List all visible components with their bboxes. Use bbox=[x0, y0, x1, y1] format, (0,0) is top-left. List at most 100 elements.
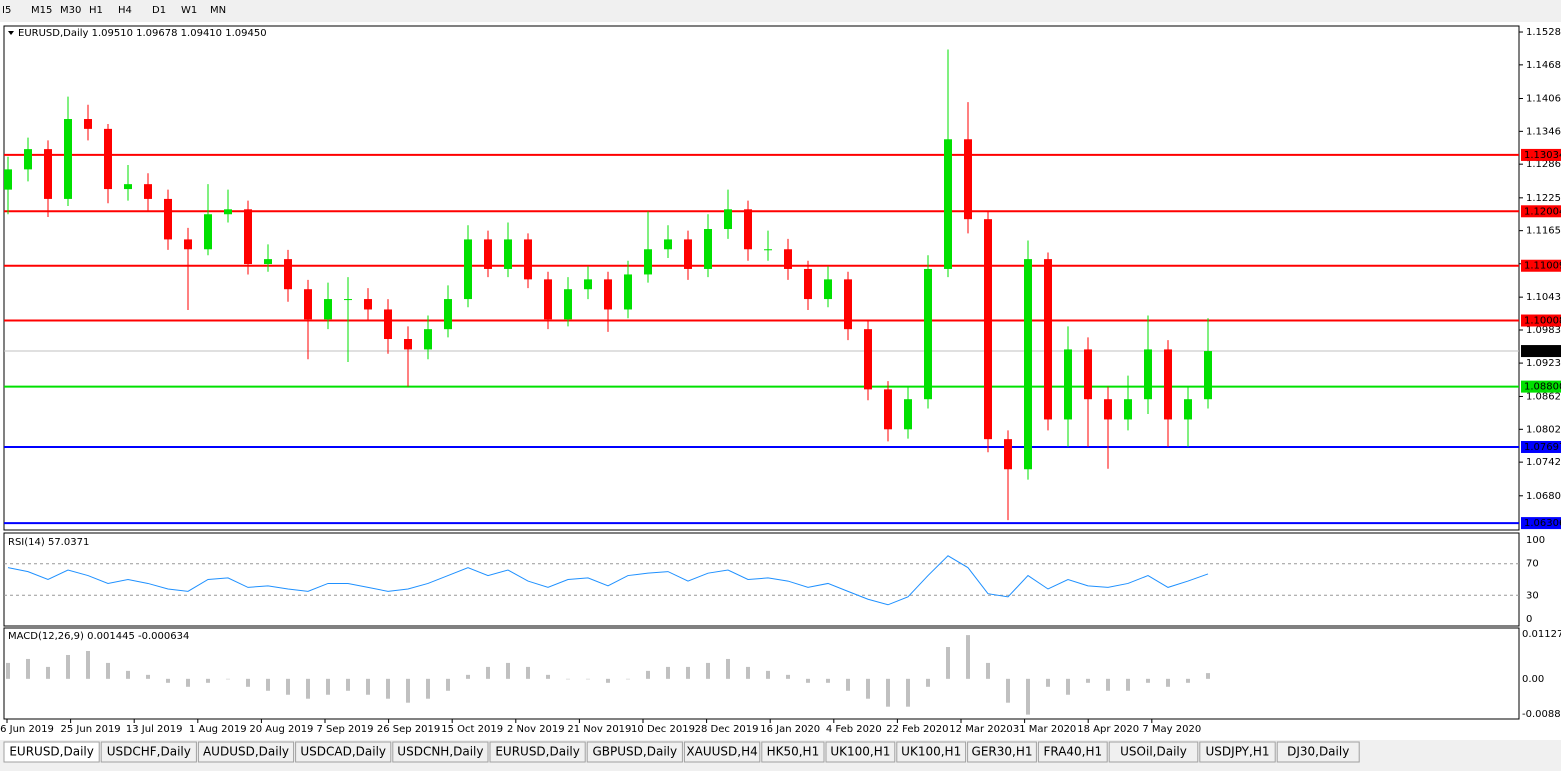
timeframe-button[interactable]: M15 bbox=[31, 5, 52, 16]
macd-bar bbox=[146, 674, 150, 679]
tab-label[interactable]: USDJPY,H1 bbox=[1206, 745, 1270, 759]
timeframe-button[interactable]: M30 bbox=[60, 5, 81, 16]
candle-body bbox=[1204, 351, 1212, 400]
timeframe-button[interactable]: H4 bbox=[118, 5, 132, 16]
macd-bar bbox=[606, 678, 610, 683]
y-tick-label: 1.08620 bbox=[1526, 391, 1561, 402]
tab-label[interactable]: XAUUSD,H4 bbox=[686, 745, 757, 759]
timeframe-button[interactable]: D1 bbox=[152, 5, 166, 16]
tab-label[interactable]: USOil,Daily bbox=[1120, 745, 1187, 759]
candle-body bbox=[204, 214, 212, 250]
macd-bar bbox=[1086, 678, 1090, 683]
y-tick-label: 1.06805 bbox=[1526, 491, 1561, 502]
candle-body bbox=[944, 139, 952, 269]
tab[interactable] bbox=[1199, 741, 1276, 763]
tab-label[interactable]: EURUSD,Daily bbox=[495, 745, 580, 759]
tab[interactable] bbox=[197, 741, 295, 763]
candle-body bbox=[524, 239, 532, 280]
tab-label[interactable]: UK100,H1 bbox=[901, 745, 961, 759]
candle-body bbox=[104, 128, 112, 190]
x-tick-label: 22 Feb 2020 bbox=[886, 724, 948, 735]
timeframe-button[interactable]: W1 bbox=[181, 5, 197, 16]
chart-title: EURUSD,Daily 1.09510 1.09678 1.09410 1.0… bbox=[18, 28, 267, 39]
candle-body bbox=[1104, 399, 1112, 420]
tab[interactable] bbox=[489, 741, 586, 763]
timeframe-button[interactable]: H1 bbox=[89, 5, 103, 16]
timeframe-button[interactable]: MN bbox=[210, 5, 226, 16]
macd-bar bbox=[1126, 678, 1130, 691]
macd-bar bbox=[1046, 678, 1050, 687]
y-tick-label: 0.00 bbox=[1522, 674, 1544, 685]
tab-label[interactable]: DJ30,Daily bbox=[1287, 745, 1349, 759]
tab-label[interactable]: EURUSD,Daily bbox=[9, 745, 94, 759]
macd-bar bbox=[1006, 678, 1010, 703]
macd-bar bbox=[626, 678, 630, 680]
tab[interactable] bbox=[1037, 741, 1108, 763]
toolbar bbox=[0, 0, 1561, 20]
tab[interactable] bbox=[825, 741, 896, 763]
candle-body bbox=[1124, 399, 1132, 420]
tab[interactable] bbox=[100, 741, 197, 763]
y-tick-label: 100 bbox=[1526, 535, 1545, 546]
candle-body bbox=[644, 249, 652, 275]
x-tick-label: 12 Mar 2020 bbox=[949, 724, 1012, 735]
macd-bar bbox=[386, 678, 390, 699]
x-tick-label: 13 Jul 2019 bbox=[126, 724, 183, 735]
candle-body bbox=[984, 219, 992, 440]
timeframe-button[interactable]: I5 bbox=[2, 5, 11, 16]
y-tick-label: 1.09230 bbox=[1526, 358, 1561, 369]
tab[interactable] bbox=[3, 741, 100, 763]
candle-body bbox=[24, 149, 32, 170]
tab-label[interactable]: AUDUSD,Daily bbox=[203, 745, 289, 759]
tab-label[interactable]: GER30,H1 bbox=[972, 745, 1033, 759]
tab[interactable] bbox=[761, 741, 825, 763]
candle-body bbox=[284, 259, 292, 290]
level-tag bbox=[1521, 380, 1561, 393]
tab[interactable] bbox=[967, 741, 1037, 763]
tab-label[interactable]: UK100,H1 bbox=[830, 745, 890, 759]
candle-body bbox=[764, 249, 772, 251]
tab-label[interactable]: USDCAD,Daily bbox=[300, 745, 386, 759]
macd-bar bbox=[366, 678, 370, 695]
tab-label[interactable]: FRA40,H1 bbox=[1043, 745, 1102, 759]
macd-bar bbox=[406, 678, 410, 703]
candle-body bbox=[1084, 349, 1092, 400]
tab-label[interactable]: HK50,H1 bbox=[767, 745, 820, 759]
x-tick-label: 16 Jan 2020 bbox=[760, 724, 820, 735]
candle-body bbox=[264, 259, 272, 265]
tab[interactable] bbox=[683, 741, 761, 763]
candle-body bbox=[624, 274, 632, 310]
tab-label[interactable]: USDCHF,Daily bbox=[107, 745, 191, 759]
candle-body bbox=[904, 399, 912, 430]
candle-body bbox=[184, 239, 192, 250]
macd-bar bbox=[1206, 673, 1210, 679]
tab-label[interactable]: USDCNH,Daily bbox=[397, 745, 483, 759]
candle-body bbox=[744, 209, 752, 250]
menu-arrow bbox=[8, 31, 14, 35]
tab[interactable] bbox=[586, 741, 683, 763]
tab-label[interactable]: GBPUSD,Daily bbox=[593, 745, 678, 759]
macd-bar bbox=[1026, 678, 1030, 715]
tab[interactable] bbox=[896, 741, 967, 763]
rsi-frame bbox=[3, 532, 1520, 627]
macd-bar bbox=[326, 678, 330, 695]
macd-bar bbox=[726, 658, 730, 679]
macd-bar bbox=[546, 674, 550, 679]
tab[interactable] bbox=[295, 741, 392, 763]
tab[interactable] bbox=[1108, 741, 1199, 763]
x-tick-label: 31 Mar 2020 bbox=[1013, 724, 1076, 735]
macd-bar bbox=[466, 674, 470, 679]
candle-body bbox=[484, 239, 492, 269]
tab[interactable] bbox=[1276, 741, 1360, 763]
candle-body bbox=[1044, 259, 1052, 420]
macd-bar bbox=[766, 670, 770, 679]
y-tick-label: 1.07420 bbox=[1526, 457, 1561, 468]
candle-body bbox=[1004, 439, 1012, 470]
x-tick-label: 7 May 2020 bbox=[1142, 724, 1201, 735]
current-tag bbox=[1521, 345, 1561, 358]
candle-body bbox=[924, 268, 932, 400]
macd-bar bbox=[346, 678, 350, 691]
macd-bar bbox=[986, 662, 990, 679]
tab[interactable] bbox=[392, 741, 489, 763]
y-tick-label: 0.011277 bbox=[1522, 629, 1561, 640]
